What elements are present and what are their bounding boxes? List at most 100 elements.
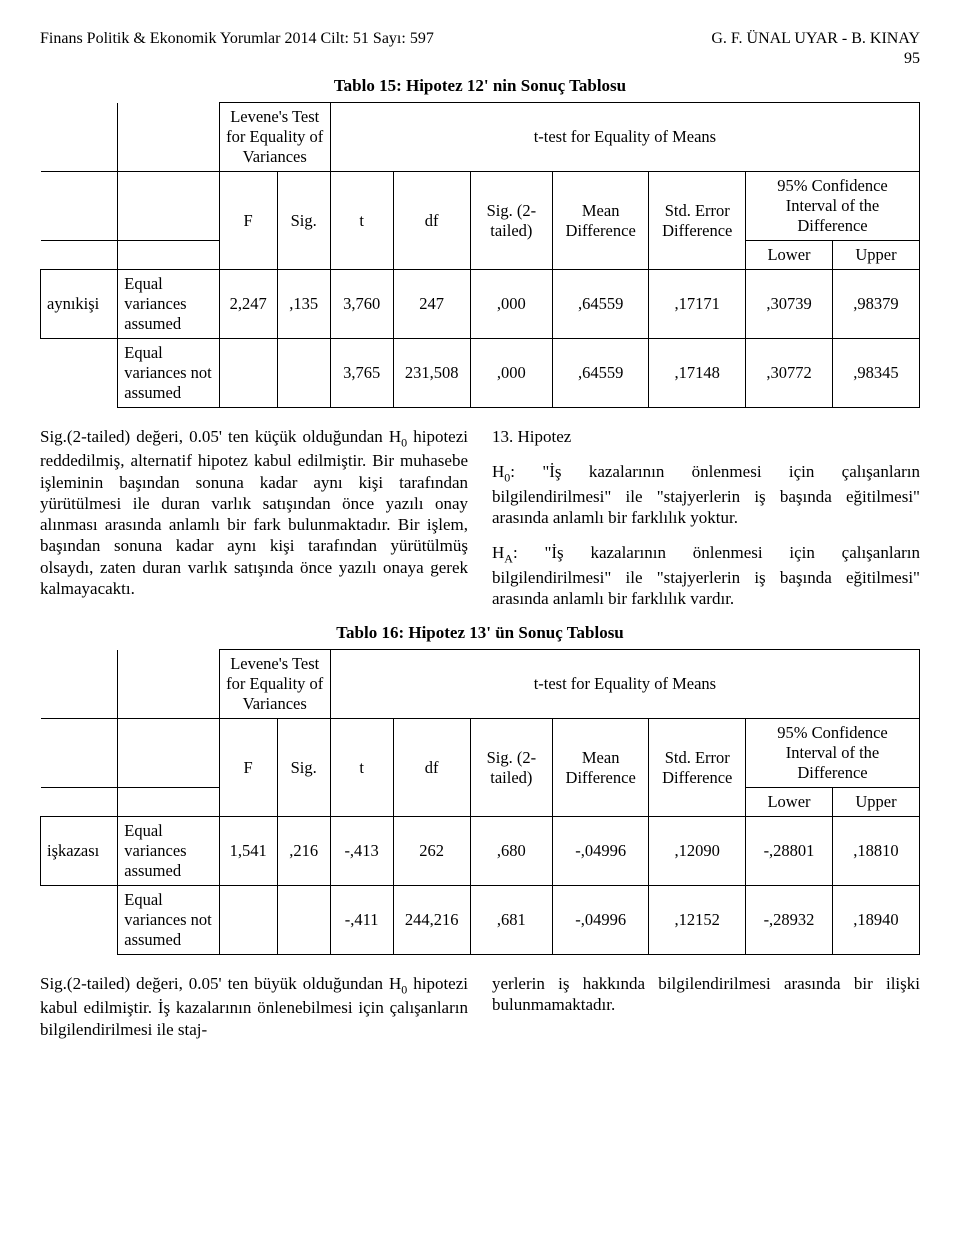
table16-header-row1: Levene's Test for Equality of Variances … [41,650,920,719]
cell: ,18940 [832,886,919,955]
cell: 1,541 [219,817,277,886]
col-stderr: Std. Error Difference [649,172,746,270]
blank-cell [118,719,219,788]
row1-label: Equal variances assumed [118,817,219,886]
cell: -,28932 [746,886,833,955]
journal-header-right: G. F. ÜNAL UYAR - B. KINAY [711,30,920,48]
cell: ,18810 [832,817,919,886]
cell: ,135 [277,270,330,339]
footer-left-col: Sig.(2-tailed) değeri, 0.05' ten büyük o… [40,973,468,1040]
ha-prefix: H [492,543,504,562]
blank-cell [118,650,219,719]
col-df: df [393,172,470,270]
levene-header: Levene's Test for Equality of Variances [219,650,330,719]
footer-right-col: yerlerin iş hakkında bilgilendirilmesi a… [492,973,920,1040]
col-sig2t: Sig. (2-tailed) [470,719,552,817]
cell: ,64559 [552,270,649,339]
cell: ,17171 [649,270,746,339]
ha-text: : "İş kazalarının önlenmesi için çalışan… [492,543,920,608]
page-number: 95 [40,50,920,68]
cell: -,04996 [552,817,649,886]
h0-prefix: H [492,462,504,481]
levene-header: Levene's Test for Equality of Variances [219,103,330,172]
table16-row-equal: işkazası Equal variances assumed 1,541 ,… [41,817,920,886]
table16-title: Tablo 16: Hipotez 13' ün Sonuç Tablosu [40,623,920,643]
blank-cell [41,339,118,408]
col-upper: Upper [832,241,919,270]
cell: 3,765 [330,339,393,408]
row1-label: Equal variances assumed [118,270,219,339]
col-lower: Lower [746,241,833,270]
rowvar-label: aynıkişi [41,270,118,339]
col-ci: 95% Confidence Interval of the Differenc… [746,172,920,241]
journal-header-left: Finans Politik & Ekonomik Yorumlar 2014 … [40,30,434,48]
h0-paragraph: H0: "İş kazalarının önlenmesi için çalış… [492,461,920,528]
blank-cell [41,719,118,788]
ttest-header: t-test for Equality of Means [330,103,919,172]
blank-cell [41,650,118,719]
footer-columns: Sig.(2-tailed) değeri, 0.05' ten büyük o… [40,973,920,1040]
table15-header-row1: Levene's Test for Equality of Variances … [41,103,920,172]
col-lower: Lower [746,788,833,817]
cell: ,12152 [649,886,746,955]
hypothesis-13-heading: 13. Hipotez [492,426,920,447]
col-df: df [393,719,470,817]
col-f: F [219,719,277,817]
cell: ,000 [470,339,552,408]
cell: ,216 [277,817,330,886]
blank-cell [118,172,219,241]
cell: ,98379 [832,270,919,339]
cell: ,64559 [552,339,649,408]
blank-cell [118,241,219,270]
cell: ,30739 [746,270,833,339]
body-right-col: 13. Hipotez H0: "İş kazalarının önlenmes… [492,426,920,609]
blank-cell [41,103,118,172]
col-t: t [330,719,393,817]
col-meandiff: Mean Difference [552,719,649,817]
row2-label: Equal variances not assumed [118,886,219,955]
cell: ,12090 [649,817,746,886]
cell: ,680 [470,817,552,886]
sub-a: A [504,552,513,566]
table16-header-row2: F Sig. t df Sig. (2-tailed) Mean Differe… [41,719,920,788]
cell [219,339,277,408]
col-t: t [330,172,393,270]
cell: -,04996 [552,886,649,955]
table15-row-unequal: Equal variances not assumed 3,765 231,50… [41,339,920,408]
rowvar-label: işkazası [41,817,118,886]
footer-right-p: yerlerin iş hakkında bilgilendirilmesi a… [492,974,920,1014]
body-columns: Sig.(2-tailed) değeri, 0.05' ten küçük o… [40,426,920,609]
table15-header-row2: F Sig. t df Sig. (2-tailed) Mean Differe… [41,172,920,241]
cell: ,000 [470,270,552,339]
col-upper: Upper [832,788,919,817]
footer-left-p1a: Sig.(2-tailed) değeri, 0.05' ten büyük o… [40,974,401,993]
blank-cell [41,886,118,955]
cell: -,28801 [746,817,833,886]
blank-cell [41,788,118,817]
body-left-p1b: hipotezi reddedilmiş, alternatif hipotez… [40,427,468,598]
cell: -,411 [330,886,393,955]
blank-cell [118,788,219,817]
row2-label: Equal variances not assumed [118,339,219,408]
col-stderr: Std. Error Difference [649,719,746,817]
ttest-header: t-test for Equality of Means [330,650,919,719]
cell: ,17148 [649,339,746,408]
blank-cell [118,103,219,172]
col-sig: Sig. [277,172,330,270]
h0-text: : "İş kazalarının önlenmesi için çalışan… [492,462,920,527]
col-sig: Sig. [277,719,330,817]
body-left-p1a: Sig.(2-tailed) değeri, 0.05' ten küçük o… [40,427,401,446]
table15-title: Tablo 15: Hipotez 12' nin Sonuç Tablosu [40,76,920,96]
col-meandiff: Mean Difference [552,172,649,270]
cell: ,30772 [746,339,833,408]
table15: Levene's Test for Equality of Variances … [40,102,920,408]
page-header: Finans Politik & Ekonomik Yorumlar 2014 … [40,30,920,48]
cell [277,339,330,408]
table16: Levene's Test for Equality of Variances … [40,649,920,955]
cell: 231,508 [393,339,470,408]
blank-cell [41,172,118,241]
col-ci: 95% Confidence Interval of the Differenc… [746,719,920,788]
cell [277,886,330,955]
cell: ,681 [470,886,552,955]
col-f: F [219,172,277,270]
